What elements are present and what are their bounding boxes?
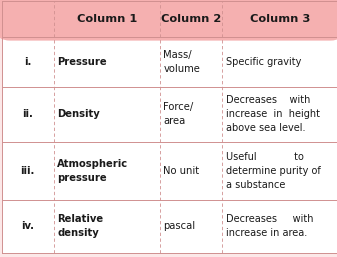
Text: Decreases     with
increase in area.: Decreases with increase in area. bbox=[226, 214, 313, 238]
Text: Force/
area: Force/ area bbox=[163, 103, 194, 126]
Bar bbox=[2, 200, 337, 253]
Text: Column 3: Column 3 bbox=[250, 14, 311, 24]
Text: Column 1: Column 1 bbox=[77, 14, 137, 24]
Text: i.: i. bbox=[24, 57, 31, 67]
Bar bbox=[2, 142, 337, 200]
Text: iii.: iii. bbox=[21, 166, 35, 176]
Text: ii.: ii. bbox=[22, 109, 33, 120]
FancyBboxPatch shape bbox=[0, 0, 337, 41]
Text: Pressure: Pressure bbox=[57, 57, 107, 67]
Text: pascal: pascal bbox=[163, 221, 195, 231]
Bar bbox=[2, 37, 337, 87]
Text: No unit: No unit bbox=[163, 166, 200, 176]
Text: iv.: iv. bbox=[21, 221, 34, 231]
Text: Density: Density bbox=[57, 109, 100, 120]
Text: Relative
density: Relative density bbox=[57, 214, 103, 238]
Text: Decreases    with
increase  in  height
above sea level.: Decreases with increase in height above … bbox=[226, 96, 320, 133]
Text: Atmospheric
pressure: Atmospheric pressure bbox=[57, 159, 128, 183]
Text: Mass/
volume: Mass/ volume bbox=[163, 50, 200, 74]
Text: Useful            to
determine purity of
a substance: Useful to determine purity of a substanc… bbox=[226, 152, 320, 190]
Bar bbox=[2, 87, 337, 142]
Text: Specific gravity: Specific gravity bbox=[226, 57, 301, 67]
Text: Column 2: Column 2 bbox=[161, 14, 221, 24]
